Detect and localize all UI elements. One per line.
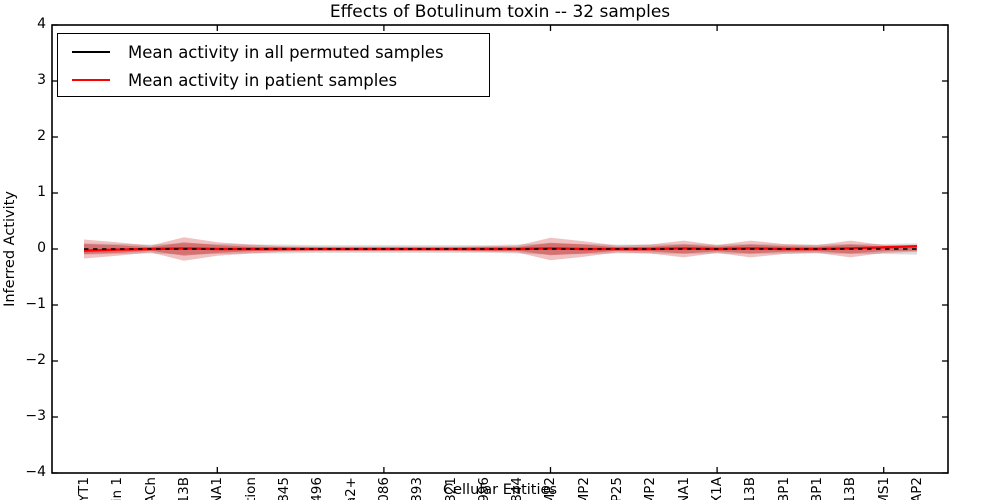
y-tick-label: 4 [37,16,46,32]
legend-label-patient: Mean activity in patient samples [128,70,398,90]
y-tick-label: −2 [25,352,46,368]
legend-item-patient: Mean activity in patient samples [72,66,489,94]
y-tick-label: 3 [37,72,46,88]
legend-label-permuted: Mean activity in all permuted samples [128,42,444,62]
y-tick-label: −1 [25,296,46,312]
chart-title: Effects of Botulinum toxin -- 32 samples [329,2,671,22]
legend-line-permuted-icon [72,51,110,53]
legend-item-permuted: Mean activity in all permuted samples [72,38,489,66]
legend: Mean activity in all permuted samples Me… [57,33,490,97]
y-tick-label: 1 [37,184,46,200]
y-tick-label: −3 [25,408,46,424]
legend-line-patient-icon [72,79,110,81]
y-tick-label: 2 [37,128,46,144]
x-axis-label: Cellular Entities [442,482,558,498]
y-tick-label: −4 [25,464,46,480]
y-tick-label: 0 [37,240,46,256]
